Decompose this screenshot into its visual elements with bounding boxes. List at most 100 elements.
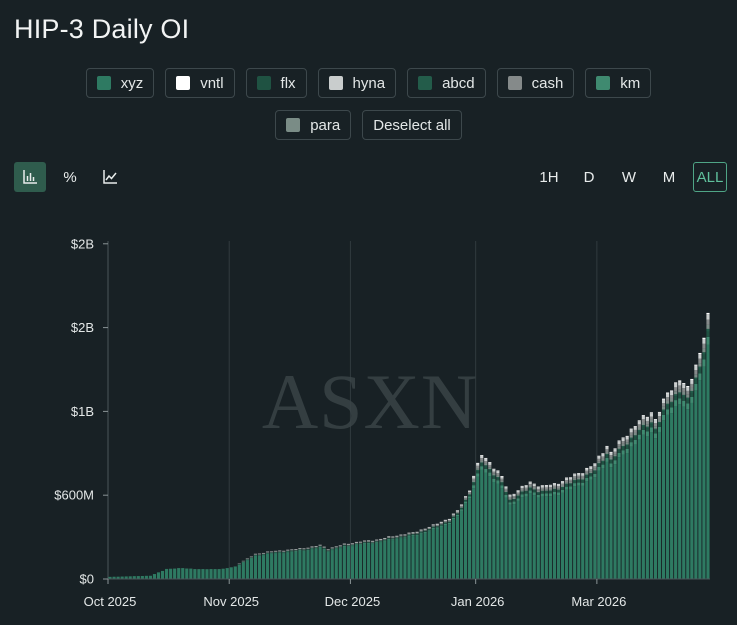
- bar-segment-flx: [682, 396, 686, 401]
- bar-segment-cash: [666, 397, 670, 401]
- bar-segment-flx: [581, 480, 585, 483]
- bar-segment-abcd: [520, 491, 524, 493]
- bar-segment-km: [661, 414, 666, 421]
- legend-item-km[interactable]: km: [585, 68, 652, 98]
- timeframe-m-button[interactable]: M: [662, 168, 676, 186]
- bar-segment-abcd: [524, 490, 528, 492]
- timeframe-1h-button[interactable]: 1H: [539, 168, 559, 186]
- bar-segment-xyz: [152, 574, 157, 579]
- bar-segment-km: [706, 336, 710, 345]
- bar-segment-hyna: [702, 338, 706, 344]
- bar-segment-hyna: [419, 529, 423, 531]
- bar-segment-hyna: [524, 485, 528, 488]
- bar-segment-cash: [593, 466, 597, 469]
- bar-segment-km: [270, 553, 274, 554]
- bar-segment-hyna: [581, 473, 585, 476]
- bar-segment-km: [358, 544, 363, 545]
- bar-segment-cash: [661, 403, 666, 407]
- bar-segment-hyna: [451, 513, 456, 515]
- bar-segment-abcd: [556, 489, 561, 491]
- percent-button[interactable]: %: [54, 162, 86, 192]
- legend-item-vntl[interactable]: vntl: [165, 68, 235, 98]
- line-chart-button[interactable]: [94, 162, 126, 192]
- bar-segment-abcd: [625, 444, 629, 446]
- bar-segment-cash: [625, 439, 629, 443]
- bar-segment-para: [577, 477, 581, 480]
- bar-segment-abcd: [577, 479, 581, 481]
- bar-segment-abcd: [674, 394, 678, 397]
- bar-segment-cash: [702, 343, 706, 349]
- bar-segment-para: [581, 477, 585, 480]
- bar-segment-hyna: [512, 494, 516, 497]
- bar-segment-cash: [621, 441, 625, 444]
- bar-segment-vntl: [682, 383, 686, 385]
- bar-segment-km: [435, 527, 439, 529]
- bar-segment-abcd: [540, 490, 544, 492]
- bar-segment-abcd: [581, 479, 585, 481]
- bar-segment-km: [354, 544, 359, 546]
- bar-segment-km: [609, 463, 613, 468]
- bar-segment-xyz: [237, 564, 241, 579]
- bar-segment-flx: [371, 542, 375, 544]
- bar-segment-xyz: [290, 551, 294, 579]
- bar-segment-para: [552, 487, 557, 489]
- chart-type-toolbar: %: [14, 162, 126, 192]
- watermark: ASXN: [262, 358, 478, 445]
- legend-item-para[interactable]: para: [275, 110, 352, 140]
- bar-segment-xyz: [165, 569, 169, 579]
- bar-segment-km: [257, 555, 262, 556]
- bar-segment-km: [375, 542, 379, 543]
- bar-segment-cash: [548, 487, 552, 490]
- legend-item-hyna[interactable]: hyna: [317, 68, 397, 98]
- bar-segment-vntl: [609, 451, 613, 453]
- bar-segment-flx: [629, 439, 633, 443]
- bar-segment-hyna: [423, 528, 427, 530]
- deselect-all-button[interactable]: Deselect all: [362, 110, 462, 140]
- bar-segment-hyna: [585, 468, 589, 471]
- timeframe-w-button[interactable]: W: [621, 168, 637, 186]
- bar-segment-flx: [573, 481, 577, 484]
- bar-segment-hyna: [427, 526, 431, 528]
- bar-segment-xyz: [387, 539, 391, 579]
- bar-segment-km: [411, 535, 415, 537]
- timeframe-d-button[interactable]: D: [583, 168, 595, 186]
- bar-segment-hyna: [459, 504, 464, 506]
- bar-segment-cash: [383, 538, 387, 540]
- bar-segment-xyz: [177, 568, 181, 579]
- bar-segment-km: [476, 473, 480, 477]
- bar-segment-cash: [403, 535, 407, 536]
- legend-item-abcd[interactable]: abcd: [407, 68, 486, 98]
- bar-segment-hyna: [653, 419, 658, 424]
- bar-segment-flx: [403, 536, 407, 538]
- bar-segment-para: [625, 442, 629, 445]
- bar-segment-km: [472, 485, 476, 489]
- bar-segment-cash: [649, 416, 653, 420]
- bar-segment-xyz: [270, 553, 274, 579]
- legend-item-flx[interactable]: flx: [245, 68, 307, 98]
- timeframe-all-button[interactable]: ALL: [693, 162, 727, 192]
- bar-segment-para: [423, 530, 427, 531]
- bar-segment-abcd: [670, 401, 674, 404]
- legend-item-xyz[interactable]: xyz: [85, 68, 155, 98]
- legend-item-cash[interactable]: cash: [496, 68, 575, 98]
- bar-segment-km: [528, 490, 532, 494]
- bar-segment-xyz: [233, 566, 237, 579]
- bar-segment-km: [617, 452, 621, 458]
- bar-segment-cash: [375, 540, 379, 541]
- bar-segment-flx: [613, 457, 617, 461]
- bar-segment-km: [637, 434, 641, 440]
- bar-segment-para: [560, 485, 565, 487]
- bar-segment-abcd: [512, 498, 516, 500]
- bar-segment-para: [601, 458, 605, 461]
- bar-segment-xyz: [286, 552, 290, 579]
- bar-segment-xyz: [144, 575, 148, 579]
- bar-segment-xyz: [213, 569, 217, 579]
- bar-segment-hyna: [435, 523, 439, 525]
- bar-segment-abcd: [552, 488, 557, 490]
- bar-segment-hyna: [516, 490, 520, 493]
- bar-segment-para: [407, 534, 411, 535]
- bar-chart-button[interactable]: [14, 162, 46, 192]
- bar-segment-xyz: [706, 344, 710, 579]
- bar-segment-cash: [459, 505, 464, 507]
- bar-segment-hyna: [480, 455, 484, 459]
